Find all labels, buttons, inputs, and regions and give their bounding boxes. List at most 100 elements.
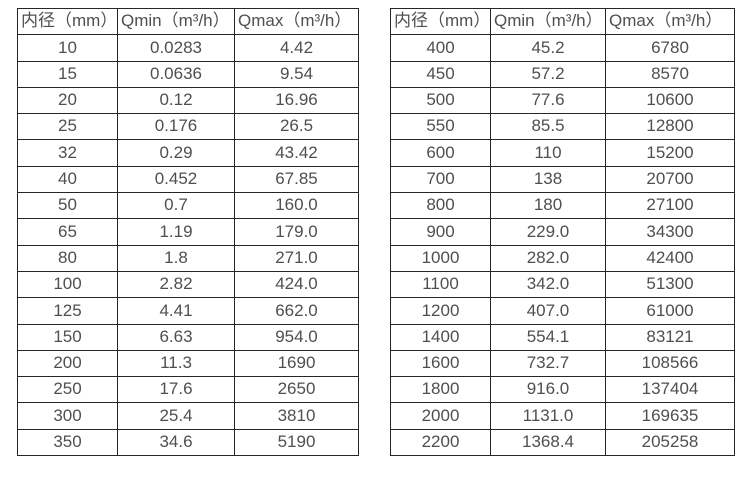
table-cell: 10 (17, 34, 118, 62)
table-cell: 51300 (605, 270, 735, 299)
table-row: 1200 407.0 61000 (390, 297, 735, 325)
table-cell: 4.41 (117, 297, 235, 325)
header-row: 内径（mm） Qmin（m³/h） Qmax（m³/h） (17, 7, 359, 36)
table-cell: 0.29 (117, 139, 235, 167)
table-cell: 45.2 (490, 34, 606, 62)
table-row: 1600 732.7 108566 (390, 349, 735, 378)
table-cell: 27100 (605, 192, 735, 220)
flow-table-large-diameters: 内径（mm） Qmin（m³/h） Qmax（m³/h） 400 45.2 6780… (390, 7, 735, 457)
table-cell: 12800 (605, 113, 735, 141)
table-cell: 500 (390, 86, 491, 115)
table-row: 900 229.0 34300 (390, 218, 735, 246)
table-body: 10 0.0283 4.42 15 0.0636 9.54 20 0.12 16.96 25 0.1… (17, 34, 359, 457)
table-cell: 1400 (390, 323, 491, 351)
table-cell: 34300 (605, 218, 735, 246)
table-cell: 1600 (390, 349, 491, 378)
flow-table-small-diameters: 内径（mm） Qmin（m³/h） Qmax（m³/h） 10 0.0283 4.4… (17, 7, 359, 457)
table-cell: 1368.4 (490, 428, 606, 457)
table-cell: 800 (390, 192, 491, 220)
table-cell: 80 (17, 244, 118, 272)
table-cell: 20 (17, 86, 118, 115)
table-cell: 400 (390, 34, 491, 62)
table-cell: 1690 (234, 349, 359, 378)
table-cell: 40 (17, 165, 118, 194)
header-row: 内径（mm） Qmin（m³/h） Qmax（m³/h） (390, 7, 735, 36)
table-cell: 0.7 (117, 192, 235, 220)
table-row: 350 34.6 5190 (17, 428, 359, 457)
table-cell: 700 (390, 165, 491, 194)
table-row: 15 0.0636 9.54 (17, 60, 359, 88)
table-cell: 0.176 (117, 113, 235, 141)
table-cell: 2650 (234, 376, 359, 404)
table-row: 600 110 15200 (390, 139, 735, 167)
table-cell: 65 (17, 218, 118, 246)
table-cell: 271.0 (234, 244, 359, 272)
table-cell: 250 (17, 376, 118, 404)
table-cell: 169635 (605, 402, 735, 430)
table-body: 400 45.2 6780 450 57.2 8570 500 77.6 10600 550 85.… (390, 34, 735, 457)
table-cell: 732.7 (490, 349, 606, 378)
table-cell: 2200 (390, 428, 491, 457)
table-cell: 138 (490, 165, 606, 194)
table-cell: 200 (17, 349, 118, 378)
table-row: 65 1.19 179.0 (17, 218, 359, 246)
column-header-qmax: Qmax（m³/h） (605, 7, 735, 36)
table-cell: 6.63 (117, 323, 235, 351)
table-row: 1400 554.1 83121 (390, 323, 735, 351)
table-cell: 43.42 (234, 139, 359, 167)
table-row: 550 85.5 12800 (390, 113, 735, 141)
table-cell: 282.0 (490, 244, 606, 272)
table-cell: 77.6 (490, 86, 606, 115)
table-row: 40 0.452 67.85 (17, 165, 359, 194)
table-cell: 10600 (605, 86, 735, 115)
table-row: 1000 282.0 42400 (390, 244, 735, 272)
table-cell: 5190 (234, 428, 359, 457)
table-cell: 600 (390, 139, 491, 167)
table-cell: 15 (17, 60, 118, 88)
table-cell: 83121 (605, 323, 735, 351)
table-row: 125 4.41 662.0 (17, 297, 359, 325)
table-cell: 1.8 (117, 244, 235, 272)
table-cell: 916.0 (490, 376, 606, 404)
table-cell: 17.6 (117, 376, 235, 404)
table-row: 800 180 27100 (390, 192, 735, 220)
table-header: 内径（mm） Qmin（m³/h） Qmax（m³/h） (17, 7, 359, 36)
table-cell: 1000 (390, 244, 491, 272)
table-row: 2000 1131.0 169635 (390, 402, 735, 430)
table-cell: 150 (17, 323, 118, 351)
table-cell: 3810 (234, 402, 359, 430)
table-cell: 160.0 (234, 192, 359, 220)
table-cell: 2.82 (117, 270, 235, 299)
table-row: 32 0.29 43.42 (17, 139, 359, 167)
table-cell: 25 (17, 113, 118, 141)
column-header-qmin: Qmin（m³/h） (117, 7, 235, 36)
table-cell: 57.2 (490, 60, 606, 88)
table-cell: 1.19 (117, 218, 235, 246)
table-cell: 6780 (605, 34, 735, 62)
table-cell: 61000 (605, 297, 735, 325)
table-row: 250 17.6 2650 (17, 376, 359, 404)
table-cell: 0.0636 (117, 60, 235, 88)
column-header-diameter: 内径（mm） (17, 7, 118, 36)
table-row: 50 0.7 160.0 (17, 192, 359, 220)
table-row: 100 2.82 424.0 (17, 270, 359, 299)
table-cell: 424.0 (234, 270, 359, 299)
table-cell: 34.6 (117, 428, 235, 457)
table-cell: 137404 (605, 376, 735, 404)
table-row: 10 0.0283 4.42 (17, 34, 359, 62)
table-header: 内径（mm） Qmin（m³/h） Qmax（m³/h） (390, 7, 735, 36)
table-cell: 229.0 (490, 218, 606, 246)
table-cell: 407.0 (490, 297, 606, 325)
table-cell: 550 (390, 113, 491, 141)
table-row: 20 0.12 16.96 (17, 86, 359, 115)
table-row: 700 138 20700 (390, 165, 735, 194)
table-cell: 67.85 (234, 165, 359, 194)
table-row: 400 45.2 6780 (390, 34, 735, 62)
table-cell: 662.0 (234, 297, 359, 325)
table-cell: 32 (17, 139, 118, 167)
table-row: 80 1.8 271.0 (17, 244, 359, 272)
table-row: 300 25.4 3810 (17, 402, 359, 430)
table-cell: 554.1 (490, 323, 606, 351)
table-cell: 900 (390, 218, 491, 246)
table-cell: 300 (17, 402, 118, 430)
